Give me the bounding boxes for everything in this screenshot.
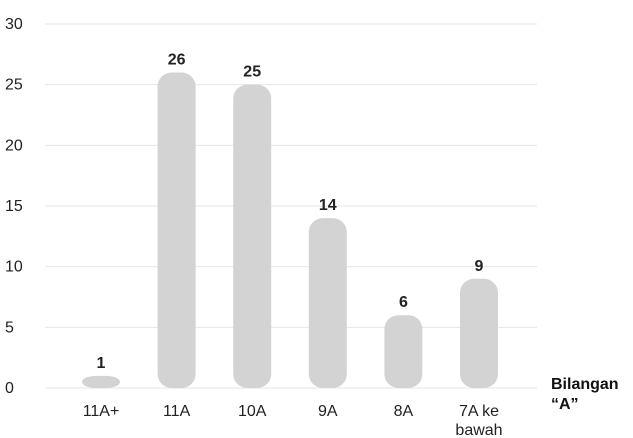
data-label-11a: 26 xyxy=(168,52,186,69)
y-tick-label-25: 25 xyxy=(5,77,23,94)
x-axis-categories: 11A+ 11A 10A 9A 8A 7A ke bawah xyxy=(83,403,503,438)
bars xyxy=(82,72,498,389)
y-axis-ticks: 0 5 10 15 20 25 30 xyxy=(5,16,23,397)
data-label-11a+: 1 xyxy=(97,355,106,372)
y-tick-label-20: 20 xyxy=(5,137,23,154)
data-label-10a: 25 xyxy=(243,64,261,81)
x-category-label-8a: 8A xyxy=(394,403,414,420)
y-tick-label-15: 15 xyxy=(5,198,23,215)
bar-8a xyxy=(384,315,423,388)
gridlines xyxy=(45,23,537,389)
bar-7a-ke-bawah xyxy=(460,278,498,388)
bar-11a+ xyxy=(82,375,120,388)
x-category-label-11a+: 11A+ xyxy=(83,403,120,420)
data-label-7a-ke-bawah: 9 xyxy=(475,258,484,275)
y-tick-label-0: 0 xyxy=(5,380,14,397)
data-labels: 1 26 25 14 6 9 xyxy=(97,52,484,372)
data-label-9a: 14 xyxy=(319,197,337,214)
data-label-8a: 6 xyxy=(399,294,408,311)
bar-11a xyxy=(157,72,196,389)
bar-10a xyxy=(233,84,272,389)
y-tick-label-5: 5 xyxy=(5,319,14,336)
x-category-label-7a-ke-bawah: 7A ke bawah xyxy=(455,403,502,438)
y-tick-label-30: 30 xyxy=(5,16,23,33)
x-axis-title: Bilangan “A” xyxy=(551,376,619,413)
bar-9a xyxy=(308,218,347,388)
x-category-label-9a: 9A xyxy=(318,403,338,420)
y-tick-label-10: 10 xyxy=(5,259,23,276)
x-category-label-10a: 10A xyxy=(238,403,267,420)
x-category-label-11a: 11A xyxy=(163,403,191,420)
